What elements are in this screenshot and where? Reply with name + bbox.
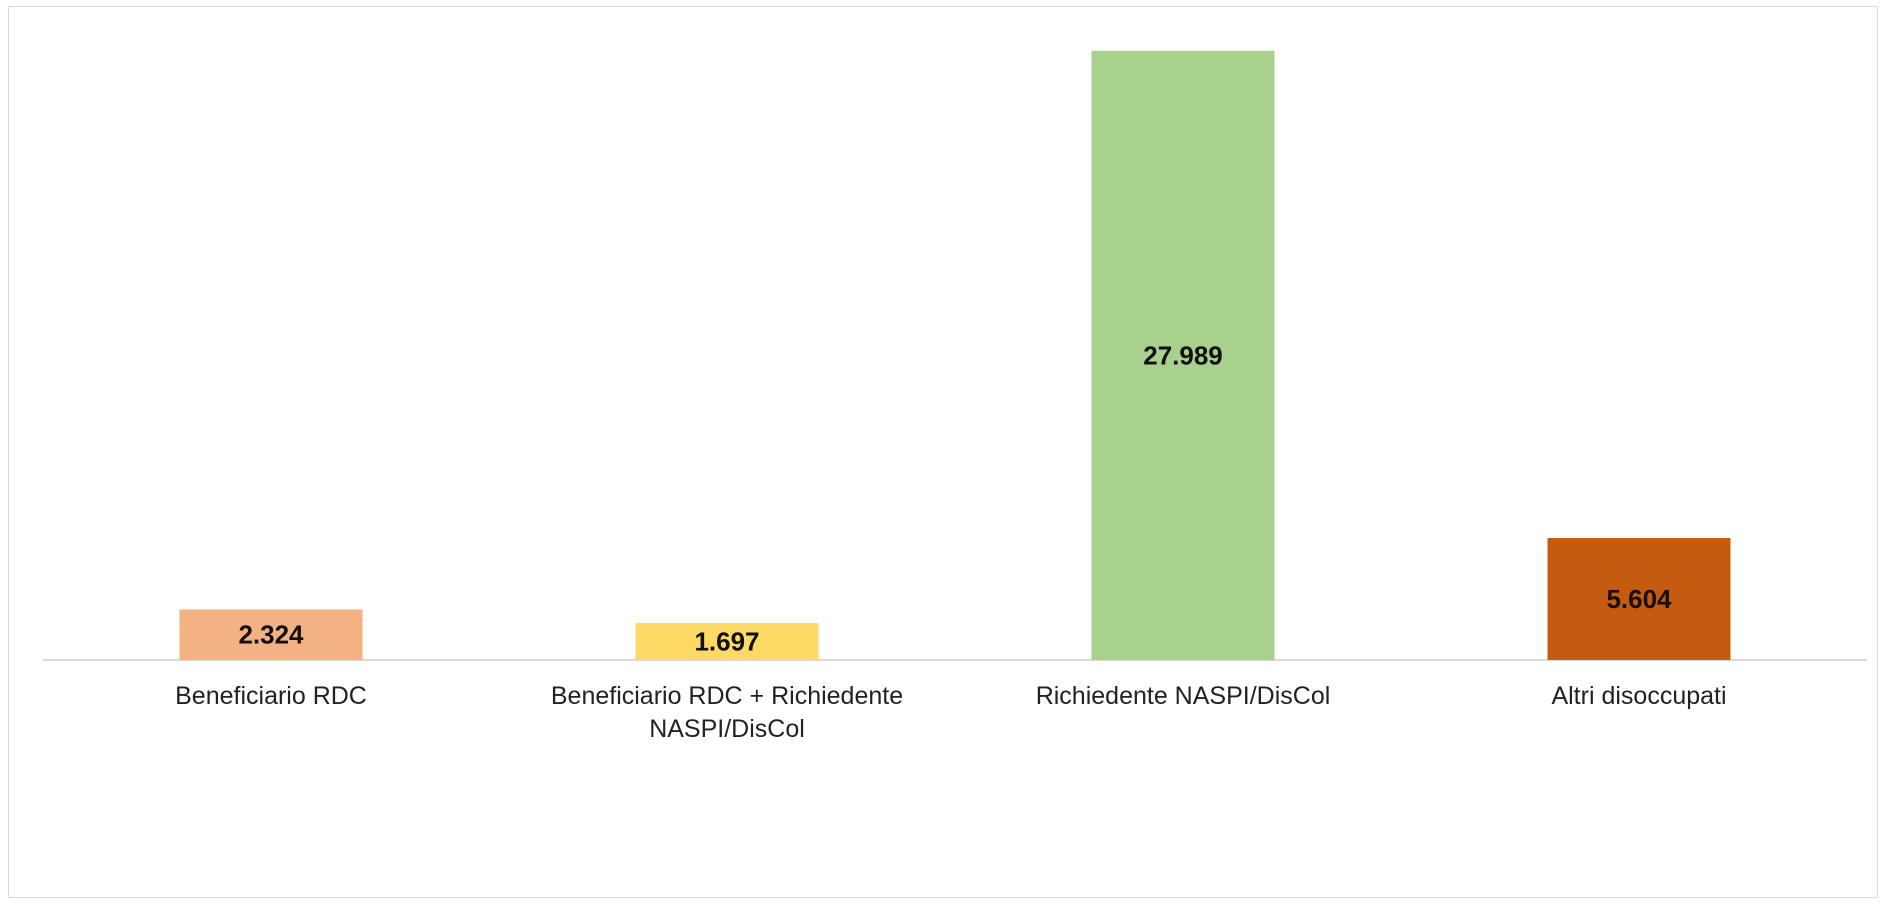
category-label-2-line-2: NASPI/DisCol (649, 715, 805, 743)
category-label-2-line-1: Beneficiario RDC + Richiedente (551, 682, 903, 710)
chart-frame: 2.324 1.697 27.989 5.604 Beneficiario RDC Be… (8, 6, 1878, 898)
bar-2 (635, 623, 819, 660)
bar-value-label-3: 27.989 (1143, 340, 1223, 370)
bar-value-label-2: 1.697 (694, 627, 759, 657)
bar-3 (1091, 50, 1275, 660)
bar-1 (179, 609, 363, 660)
bar-value-label-1: 2.324 (238, 620, 304, 650)
bars-group: 2.324 1.697 27.989 5.604 (179, 50, 1731, 660)
bar-value-label-4: 5.604 (1606, 584, 1672, 614)
category-labels-group: Beneficiario RDC Beneficiario RDC + Richi… (175, 682, 1726, 743)
category-label-4: Altri disoccupati (1551, 682, 1726, 710)
category-label-1: Beneficiario RDC (175, 682, 367, 710)
category-label-3: Richiedente NASPI/DisCol (1036, 682, 1331, 710)
bar-4 (1547, 538, 1731, 660)
